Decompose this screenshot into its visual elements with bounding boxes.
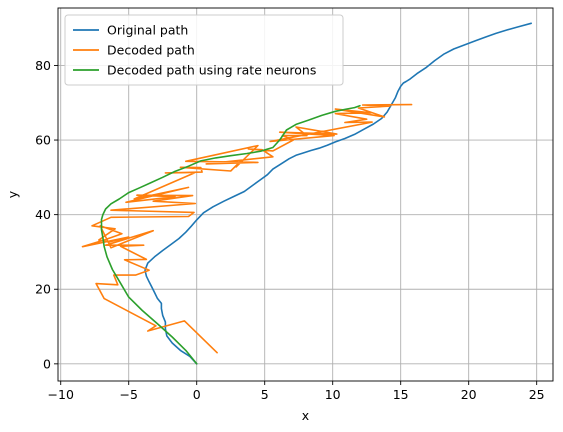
x-tick-label: 20	[461, 387, 477, 402]
x-tick-label: 15	[393, 387, 409, 402]
series-line-3	[100, 104, 361, 365]
x-tick-label: 10	[325, 387, 341, 402]
y-tick-label: 20	[35, 282, 51, 297]
y-tick-label: 60	[35, 133, 51, 148]
y-axis-label: y	[5, 190, 20, 198]
legend-label: Decoded path	[107, 43, 195, 58]
y-tick-label: 80	[35, 58, 51, 73]
plot-series	[81, 22, 533, 365]
legend: Original path Decoded path Decoded path us…	[64, 14, 344, 86]
legend-label: Decoded path using rate neurons	[107, 63, 316, 78]
y-tick-label: 40	[35, 207, 51, 222]
y-tick-label: 0	[43, 356, 51, 371]
x-tick-label: 25	[529, 387, 545, 402]
series-line-1	[144, 22, 533, 365]
x-axis-label: x	[302, 408, 309, 423]
plot-frame	[57, 7, 554, 382]
legend-box	[64, 14, 344, 86]
axis-ticks: −10 −5 0 5 10 15 20 25 0 20 40 60 80	[35, 58, 545, 402]
x-tick-label: −10	[48, 387, 74, 402]
legend-label: Original path	[107, 23, 188, 38]
series-line-2	[81, 103, 413, 354]
x-tick-label: 0	[193, 387, 201, 402]
x-tick-label: 5	[261, 387, 269, 402]
x-tick-label: −5	[119, 387, 137, 402]
